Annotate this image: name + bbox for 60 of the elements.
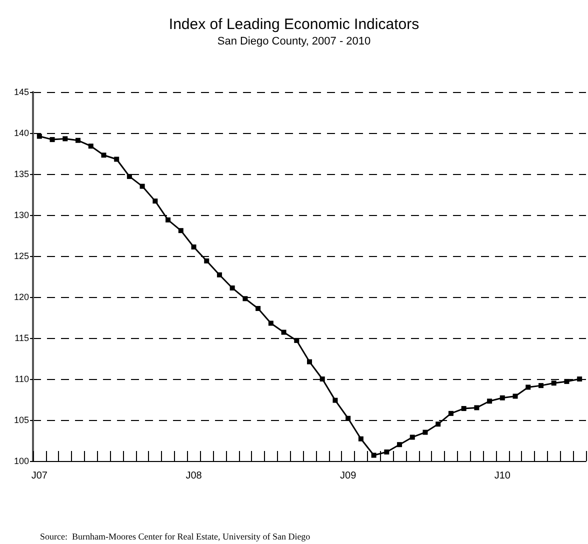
point <box>538 383 544 388</box>
y-tick-label: 130 <box>14 210 29 220</box>
point <box>564 378 570 384</box>
point <box>76 138 81 143</box>
point <box>307 359 312 364</box>
x-tick-label: J10 <box>494 470 511 482</box>
point <box>140 184 145 189</box>
point <box>230 285 235 290</box>
point <box>371 452 376 458</box>
point <box>101 152 106 158</box>
y-tick-label: 100 <box>14 456 29 466</box>
y-tick-label: 135 <box>14 169 29 179</box>
point <box>577 376 582 382</box>
y-tick-label: 120 <box>14 292 29 302</box>
point <box>242 296 248 302</box>
y-tick-label: 115 <box>14 333 29 343</box>
point <box>448 410 454 416</box>
y-tick-label: 110 <box>14 374 29 384</box>
point <box>422 430 428 435</box>
point <box>178 228 184 234</box>
point <box>461 406 466 412</box>
point <box>126 174 132 179</box>
point <box>410 434 415 440</box>
chart-subtitle: San Diego County, 2007 - 2010 <box>217 36 371 48</box>
point <box>474 405 480 410</box>
point <box>281 330 286 335</box>
y-tick-label: 125 <box>14 251 29 261</box>
x-tick-label: J07 <box>31 470 48 482</box>
y-tick-label: 145 <box>14 87 29 97</box>
x-tick-label: J09 <box>340 470 357 482</box>
point <box>36 134 42 139</box>
point <box>191 244 196 250</box>
point <box>332 398 338 403</box>
point <box>512 394 518 399</box>
point <box>166 217 171 222</box>
source-note: Source: Burnham-Moores Center for Real Estate, University of San Diego <box>40 532 311 542</box>
point <box>256 306 261 311</box>
point <box>397 442 402 448</box>
point <box>88 144 94 149</box>
x-tick-label: J08 <box>186 470 202 482</box>
point <box>320 376 325 382</box>
point <box>487 398 492 404</box>
point <box>268 320 274 326</box>
point <box>526 384 531 390</box>
point <box>204 258 210 264</box>
chart-title: Index of Leading Economic Indicators <box>168 16 420 33</box>
point <box>114 156 120 162</box>
point <box>152 198 158 204</box>
point <box>294 338 300 343</box>
point <box>358 436 364 442</box>
point <box>436 422 441 427</box>
point <box>216 272 222 278</box>
point <box>500 395 505 400</box>
point <box>346 416 351 421</box>
y-tick-label: 140 <box>14 128 29 138</box>
y-tick-label: 105 <box>14 415 29 425</box>
point <box>551 380 556 386</box>
point <box>50 137 55 142</box>
point <box>384 449 390 454</box>
point <box>62 136 68 142</box>
